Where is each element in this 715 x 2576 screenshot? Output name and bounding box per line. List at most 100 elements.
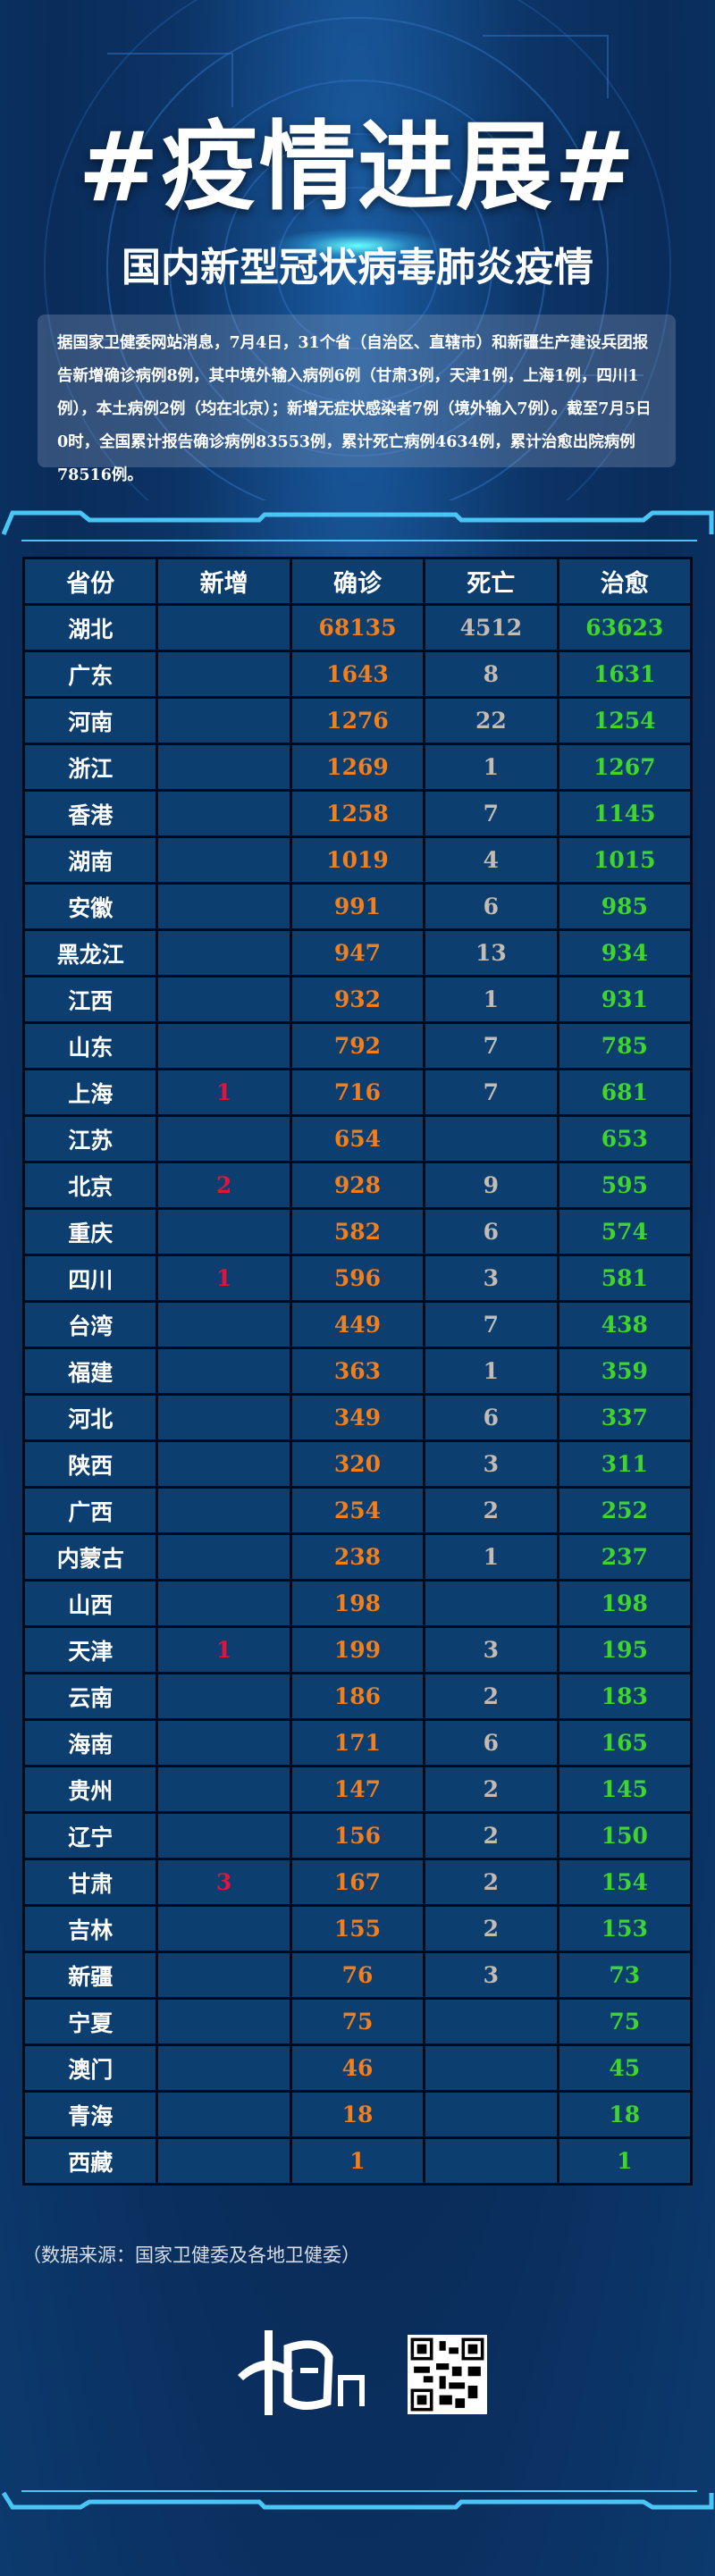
confirmed-cell: 349 (289, 1393, 426, 1442)
deaths-cell: 2 (423, 1486, 559, 1535)
cured-cell: 1145 (556, 789, 694, 838)
cured-cell: 183 (556, 1672, 694, 1721)
confirmed-cell: 991 (289, 882, 426, 931)
table-row: 新疆 76 3 73 (21, 1951, 694, 2000)
cured-cell: 1 (556, 2136, 694, 2186)
header-new: 新增 (156, 557, 292, 606)
cured-cell: 18 (556, 2090, 694, 2139)
deaths-cell: 7 (423, 789, 559, 838)
new-cases-cell (156, 1439, 292, 1489)
table-row: 上海 1 716 7 681 (21, 1068, 694, 1117)
new-cases-cell (156, 1300, 292, 1349)
province-cell: 宁夏 (21, 1997, 159, 2046)
data-source-note: （数据来源：国家卫健委及各地卫健委） (22, 2245, 360, 2266)
province-cell: 天津 (21, 1625, 159, 1674)
province-cell: 贵州 (21, 1765, 159, 1814)
deaths-cell: 4 (423, 835, 559, 885)
table-row: 黑龙江 947 13 934 (21, 928, 694, 978)
new-cases-cell (156, 1393, 292, 1442)
deaths-cell: 2 (423, 1672, 559, 1721)
cured-cell: 1015 (556, 835, 694, 885)
new-cases-cell (156, 975, 292, 1024)
new-cases-cell (156, 2043, 292, 2093)
province-cell: 四川 (21, 1254, 159, 1303)
province-cell: 山东 (21, 1021, 159, 1070)
table-row: 福建 363 1 359 (21, 1347, 694, 1396)
table-row: 浙江 1269 1 1267 (21, 743, 694, 792)
table-row: 四川 1 596 3 581 (21, 1254, 694, 1303)
deaths-cell (423, 2090, 559, 2139)
province-cell: 广西 (21, 1486, 159, 1535)
table-row: 青海 18 18 (21, 2090, 694, 2139)
confirmed-cell: 1269 (289, 743, 426, 792)
province-cell: 海南 (21, 1718, 159, 1767)
province-cell: 湖北 (21, 603, 159, 652)
cured-cell: 581 (556, 1254, 694, 1303)
table-row: 宁夏 75 75 (21, 1997, 694, 2046)
deaths-cell: 2 (423, 1858, 559, 1907)
confirmed-cell: 46 (289, 2043, 426, 2093)
page-title: #疫情进展# (78, 112, 637, 223)
province-cell: 辽宁 (21, 1811, 159, 1860)
new-cases-cell (156, 1951, 292, 2000)
deaths-cell (423, 2043, 559, 2093)
confirmed-cell: 167 (289, 1858, 426, 1907)
confirmed-cell: 155 (289, 1904, 426, 1953)
province-cell: 湖南 (21, 835, 159, 885)
province-cell: 山西 (21, 1579, 159, 1628)
deaths-cell: 7 (423, 1021, 559, 1070)
new-cases-cell (156, 2136, 292, 2186)
new-cases-cell (156, 1347, 292, 1396)
cured-cell: 931 (556, 975, 694, 1024)
confirmed-cell: 238 (289, 1532, 426, 1582)
frame-top-decoration (1, 510, 714, 541)
confirmed-cell: 932 (289, 975, 426, 1024)
table-row: 江苏 654 653 (21, 1114, 694, 1163)
province-cell: 江苏 (21, 1114, 159, 1163)
new-cases-cell (156, 743, 292, 792)
deaths-cell: 1 (423, 1532, 559, 1582)
new-cases-cell (156, 1486, 292, 1535)
cured-cell: 145 (556, 1765, 694, 1814)
province-cell: 福建 (21, 1347, 159, 1396)
deaths-cell: 2 (423, 1765, 559, 1814)
table-row: 澳门 46 45 (21, 2043, 694, 2093)
cured-cell: 1631 (556, 650, 694, 699)
province-cell: 青海 (21, 2090, 159, 2139)
table-row: 陕西 320 3 311 (21, 1439, 694, 1489)
confirmed-cell: 254 (289, 1486, 426, 1535)
new-cases-cell: 1 (156, 1068, 292, 1117)
province-cell: 甘肃 (21, 1858, 159, 1907)
deaths-cell: 7 (423, 1068, 559, 1117)
new-cases-cell (156, 789, 292, 838)
confirmed-cell: 171 (289, 1718, 426, 1767)
header-cured: 治愈 (556, 557, 694, 606)
cured-cell: 75 (556, 1997, 694, 2046)
table-row: 山东 792 7 785 (21, 1021, 694, 1070)
confirmed-cell: 449 (289, 1300, 426, 1349)
header-deaths: 死亡 (423, 557, 559, 606)
confirmed-cell: 199 (289, 1625, 426, 1674)
confirmed-cell: 654 (289, 1114, 426, 1163)
cured-cell: 359 (556, 1347, 694, 1396)
confirmed-cell: 582 (289, 1207, 426, 1256)
cured-cell: 150 (556, 1811, 694, 1860)
deaths-cell: 6 (423, 1718, 559, 1767)
cured-cell: 311 (556, 1439, 694, 1489)
new-cases-cell (156, 1672, 292, 1721)
qr-code-icon (408, 2335, 487, 2414)
deaths-cell (423, 2136, 559, 2186)
new-cases-cell (156, 1114, 292, 1163)
cured-cell: 785 (556, 1021, 694, 1070)
table-row: 重庆 582 6 574 (21, 1207, 694, 1256)
confirmed-cell: 147 (289, 1765, 426, 1814)
deaths-cell: 9 (423, 1161, 559, 1210)
new-cases-cell: 3 (156, 1858, 292, 1907)
title-glow (268, 228, 447, 264)
new-cases-cell (156, 882, 292, 931)
table-row: 贵州 147 2 145 (21, 1765, 694, 1814)
cured-cell: 934 (556, 928, 694, 978)
table-row: 吉林 155 2 153 (21, 1904, 694, 1953)
table-row: 辽宁 156 2 150 (21, 1811, 694, 1860)
province-cell: 新疆 (21, 1951, 159, 2000)
